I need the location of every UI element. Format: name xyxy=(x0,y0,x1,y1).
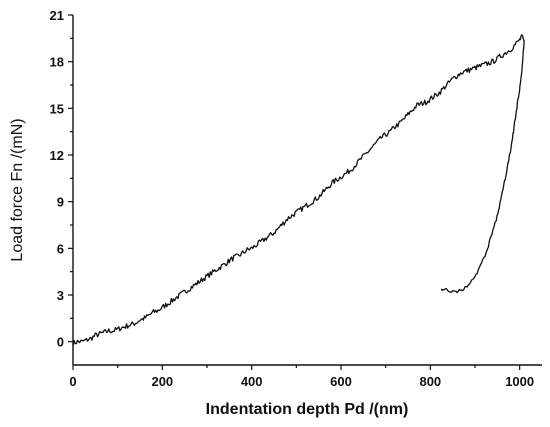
y-tick-label: 0 xyxy=(57,335,64,350)
y-tick-label: 3 xyxy=(57,288,64,303)
series-group xyxy=(72,34,525,347)
unloading-curve xyxy=(440,40,525,294)
x-ticks: 0 200 400 600 800 1000 xyxy=(69,365,534,389)
x-tick-label: 800 xyxy=(419,374,441,389)
y-tick-label: 6 xyxy=(57,241,64,256)
y-tick-label: 15 xyxy=(50,101,64,116)
loading-curve xyxy=(72,34,525,347)
x-tick-label: 200 xyxy=(151,374,173,389)
x-tick-label: 0 xyxy=(69,374,76,389)
x-tick-label: 1000 xyxy=(505,374,534,389)
x-tick-label: 400 xyxy=(241,374,263,389)
y-ticks: 0 3 6 9 12 15 18 21 xyxy=(50,8,73,350)
x-tick-label: 600 xyxy=(330,374,352,389)
y-tick-label: 12 xyxy=(50,148,64,163)
y-axis-title: Load force Fn /(mN) xyxy=(9,118,26,261)
y-tick-label: 18 xyxy=(50,55,64,70)
y-tick-label: 21 xyxy=(50,8,64,23)
y-tick-label: 9 xyxy=(57,195,64,210)
x-axis-title: Indentation depth Pd /(nm) xyxy=(206,401,409,418)
